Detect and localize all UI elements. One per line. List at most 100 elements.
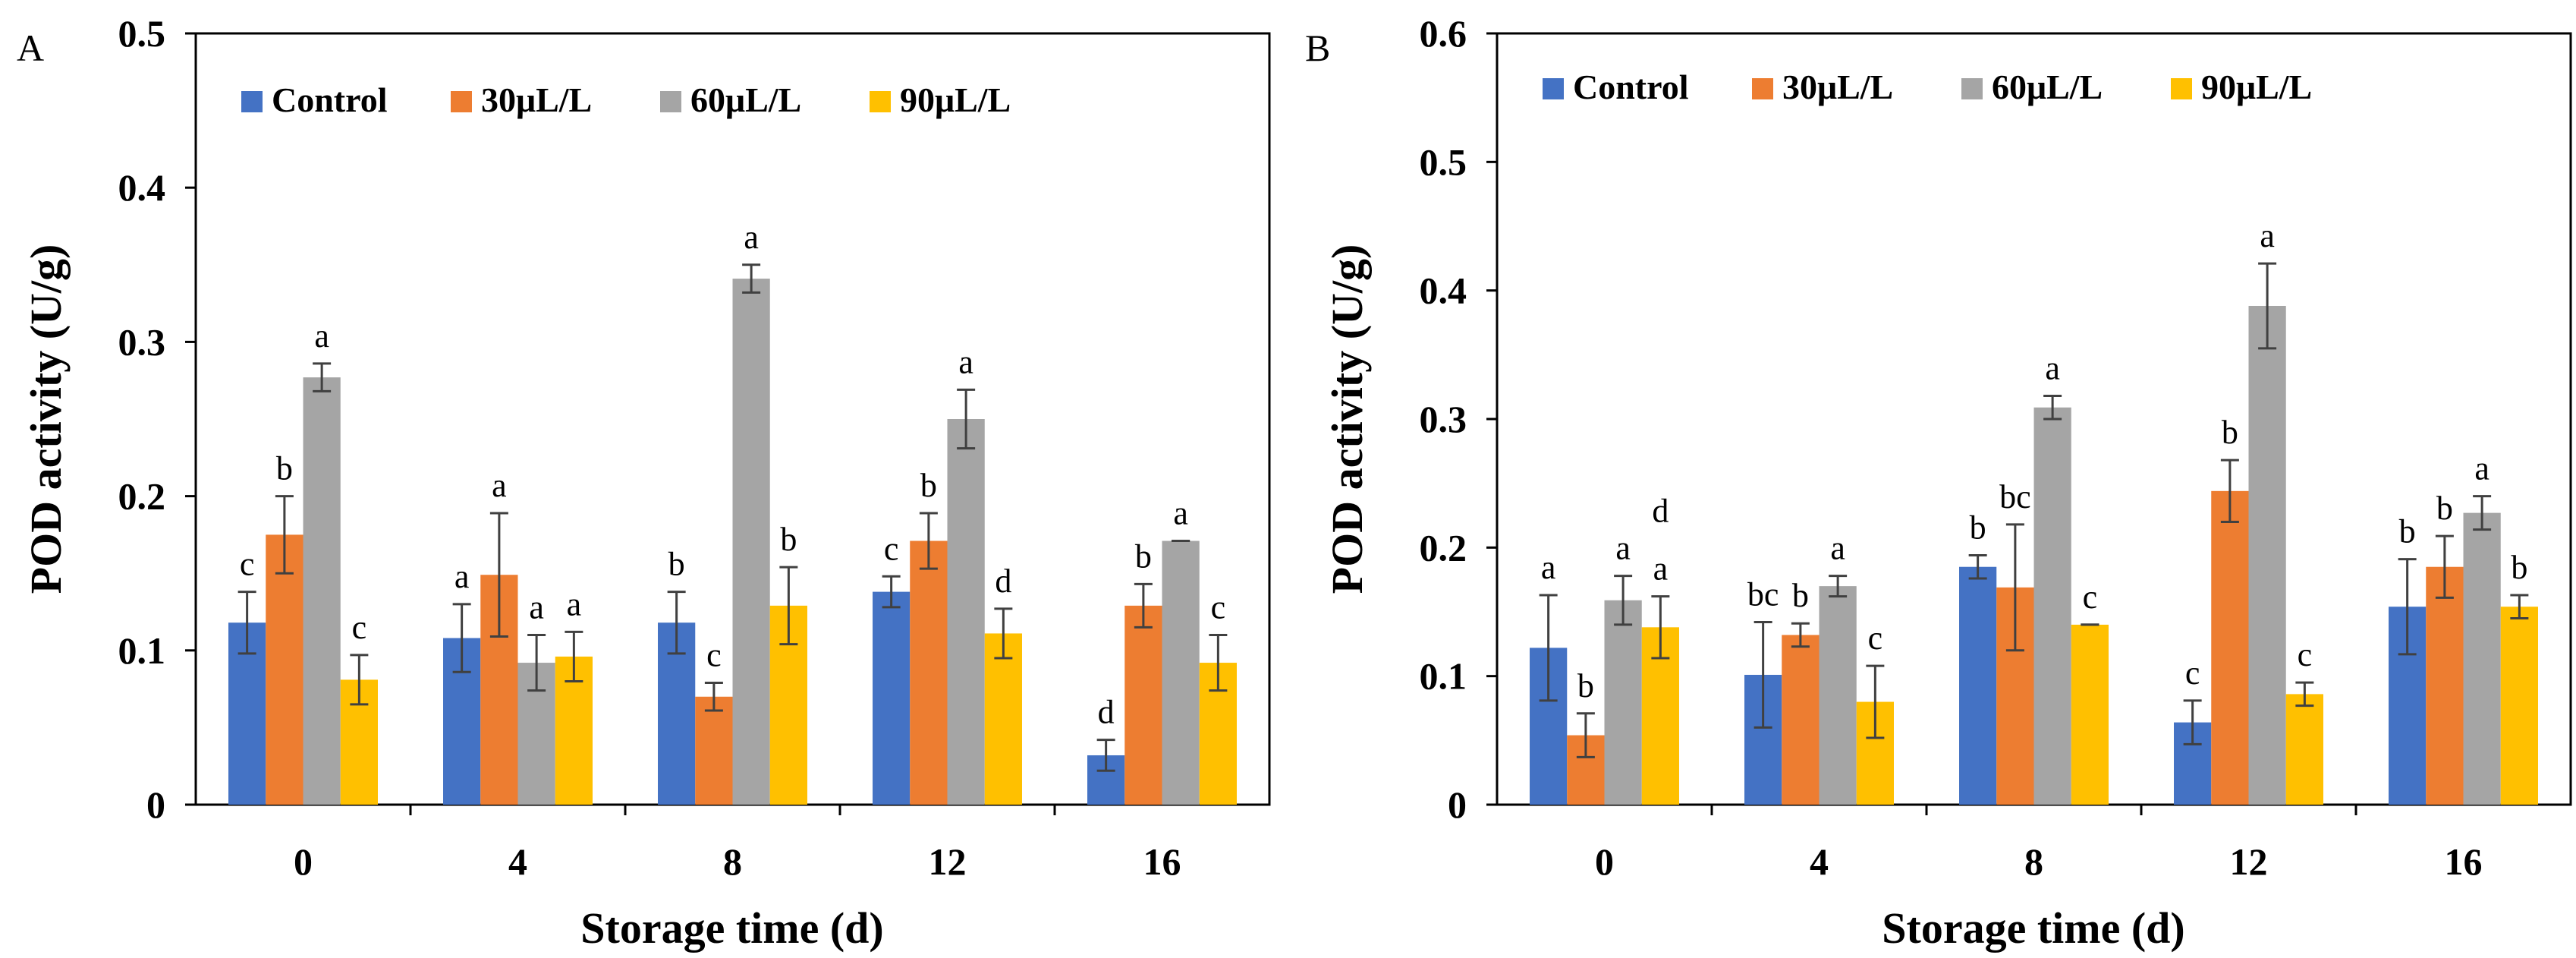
panel-a-significance-letter: a (567, 585, 582, 622)
panel-b-significance-letter: c (1868, 619, 1883, 657)
panel-a-y-tick-label: 0.4 (118, 166, 166, 209)
panel-b-x-axis-title: Storage time (d) (1882, 903, 2184, 953)
panel-a-x-axis-title: Storage time (d) (580, 903, 883, 953)
panel-b-bar-30ll-day-4 (1782, 635, 1820, 805)
panel-a-x-tick-label: 0 (294, 840, 313, 883)
panel-a-bar-30ll-day-16 (1124, 605, 1162, 805)
panel-a-y-tick-label: 0.5 (118, 12, 166, 55)
panel-b-significance-letter: c (2083, 578, 2098, 616)
panel-a-bar-30ll-day-8 (695, 696, 733, 805)
panel-b-bar-60ll-day-12 (2248, 305, 2286, 805)
panel-a-significance-letter: a (529, 588, 544, 626)
panel-b-significance-letter: a (1541, 549, 1556, 586)
panel-a-x-tick-label: 8 (723, 840, 742, 883)
panel-a-significance-letter: a (492, 467, 507, 504)
panel-b-legend-swatch (1961, 78, 1983, 99)
panel-b-x-tick-label: 8 (2024, 840, 2043, 883)
panel-b-y-tick-label: 0.4 (1420, 269, 1467, 312)
panel-b-bar-90ll-day-8 (2071, 624, 2109, 805)
panel-b-label: B (1305, 27, 1330, 69)
panel-b-significance-letter: a (2260, 217, 2275, 254)
panel-a-label: A (17, 27, 44, 69)
panel-b-extra-annotation: d (1652, 492, 1669, 529)
panel-a-significance-letter: c (1211, 588, 1226, 626)
panel-a-significance-letter: c (706, 636, 722, 673)
panel-a-significance-letter: b (920, 467, 937, 504)
panel-a-legend-swatch (660, 91, 681, 112)
panel-a-significance-letter: c (352, 609, 367, 646)
panel-a-significance-letter: a (314, 317, 329, 355)
panel-b-significance-letter: c (2185, 654, 2200, 692)
panel-a-significance-letter: a (744, 219, 759, 256)
panel-b-bar-60ll-day-8 (2033, 407, 2071, 805)
panel-b-significance-letter: b (1792, 577, 1809, 614)
panel-b-significance-letter: b (1577, 667, 1594, 704)
panel-b-y-axis-title: POD activity (U/g) (1323, 244, 1372, 594)
panel-a-legend-swatch (451, 91, 472, 112)
panel-b-significance-letter: b (2511, 549, 2527, 586)
panel-a-significance-letter: b (780, 521, 797, 558)
panel-a-bar-30ll-day-0 (266, 534, 304, 805)
panel-a-significance-letter: d (1098, 694, 1115, 731)
panel-b-significance-letter: bc (1747, 576, 1779, 613)
panel-a-y-tick-label: 0 (146, 783, 165, 826)
panel-b-bar-60ll-day-0 (1604, 600, 1642, 805)
panel-b-legend-swatch (1543, 78, 1564, 99)
panel-b-y-tick-label: 0.3 (1420, 398, 1467, 440)
panel-a-legend-swatch (870, 91, 891, 112)
panel-b-x-tick-label: 4 (1810, 840, 1829, 883)
panel-b-y-tick-label: 0.6 (1420, 12, 1467, 55)
panel-b-significance-letter: b (2222, 414, 2238, 451)
panel-b-legend-label: 90μL/L (2201, 68, 2312, 106)
panel-a-bar-60ll-day-8 (732, 279, 770, 805)
panel-b-y-tick-label: 0 (1448, 783, 1467, 826)
panel-b-significance-letter: a (1615, 530, 1631, 567)
panel-a-y-tick-label: 0.1 (118, 629, 166, 672)
panel-b-significance-letter: b (2436, 490, 2453, 527)
panel-b-significance-letter: a (2474, 450, 2490, 487)
panel-a-legend-label: 30μL/L (481, 80, 592, 119)
panel-a-significance-letter: a (1173, 495, 1188, 532)
panel-a-significance-letter: d (995, 563, 1011, 600)
panel-b-x-tick-label: 0 (1595, 840, 1614, 883)
panel-a-significance-letter: c (884, 530, 899, 567)
panel-b-bar-90ll-day-12 (2285, 694, 2323, 805)
panel-a-bar-90ll-day-12 (984, 633, 1022, 805)
panel-b-bar-30ll-day-12 (2211, 490, 2249, 805)
panel-b-x-tick-label: 12 (2230, 840, 2268, 883)
panel-b-significance-letter: bc (1999, 478, 2031, 515)
panel-a-legend-label: Control (272, 80, 388, 119)
panel-a-y-axis-title: POD activity (U/g) (21, 244, 71, 594)
panel-a-y-tick-label: 0.2 (118, 475, 166, 518)
panel-b-legend-label: 30μL/L (1782, 68, 1893, 106)
panel-b-y-tick-label: 0.5 (1420, 140, 1467, 183)
panel-a-significance-letter: b (276, 450, 293, 487)
panel-b-bar-90ll-day-16 (2500, 607, 2538, 805)
panel-b-bar-60ll-day-16 (2463, 512, 2501, 805)
panel-b-significance-letter: b (2399, 513, 2416, 550)
panel-b-significance-letter: a (1830, 530, 1845, 567)
panel-a-bar-60ll-day-12 (947, 419, 985, 805)
panel-b-y-tick-label: 0.2 (1420, 526, 1467, 569)
panel-a-significance-letter: b (1135, 537, 1152, 575)
panel-b-legend-swatch (1752, 78, 1773, 99)
panel-a-significance-letter: a (454, 558, 470, 595)
panel-a-bar-control-day-12 (873, 591, 911, 805)
panel-a-x-tick-label: 4 (508, 840, 527, 883)
panel-a-y-tick-label: 0.3 (118, 320, 166, 363)
panel-a-significance-letter: a (958, 343, 973, 380)
panel-a-x-tick-label: 12 (929, 840, 967, 883)
panel-b-legend-label: Control (1573, 68, 1689, 106)
panel-b-legend-swatch (2171, 78, 2192, 99)
panel-b-bar-30ll-day-16 (2426, 566, 2464, 805)
panel-a-legend-label: 90μL/L (900, 80, 1011, 119)
panel-a-legend-swatch (241, 91, 263, 112)
panel-b-legend-label: 60μL/L (1992, 68, 2103, 106)
panel-b-significance-letter: a (1653, 550, 1669, 588)
panel-a-bar-30ll-day-12 (910, 540, 948, 805)
panel-a-bar-60ll-day-0 (303, 377, 341, 805)
panel-a-x-tick-label: 16 (1143, 840, 1181, 883)
